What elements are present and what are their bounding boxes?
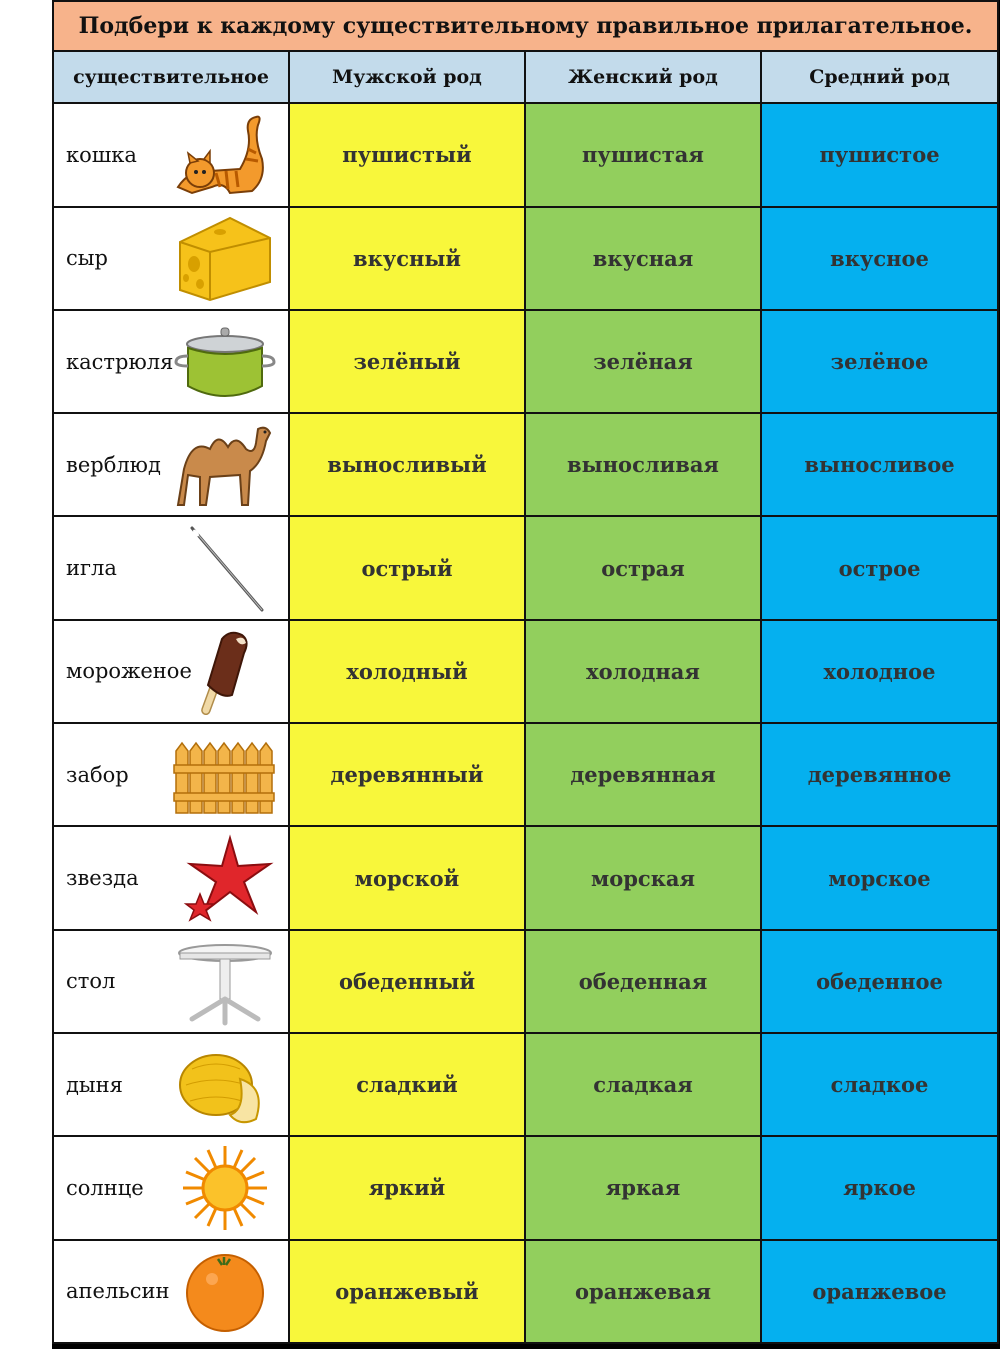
noun-cell: звезда	[52, 825, 290, 931]
masculine-adjective: обеденный	[288, 928, 526, 1034]
cheese-icon	[170, 212, 280, 304]
masculine-adjective: пушистый	[288, 102, 526, 208]
masculine-adjective: острый	[288, 515, 526, 621]
table-row: звезда морской морская морское	[52, 825, 1000, 931]
table-row: сыр вкусный вкусная вкусное	[52, 205, 1000, 311]
neuter-adjective: выносливое	[759, 412, 1000, 518]
noun-label: звезда	[66, 866, 139, 890]
fence-icon	[170, 729, 280, 821]
table-row: верблюд выносливый выносливая выносливое	[52, 412, 1000, 518]
feminine-adjective: зелёная	[524, 308, 762, 415]
header-masculine: Мужской род	[288, 50, 526, 105]
page-title: Подбери к каждому существительному прави…	[51, 0, 1000, 53]
neuter-adjective: яркое	[759, 1135, 1000, 1241]
table-row: солнце яркий яркая яркое	[52, 1135, 1000, 1241]
masculine-adjective: зелёный	[288, 308, 526, 415]
masculine-adjective: яркий	[288, 1135, 526, 1241]
noun-cell: сыр	[52, 205, 290, 311]
noun-label: сыр	[66, 246, 108, 271]
header-neuter: Средний род	[759, 50, 1000, 105]
feminine-adjective: оранжевая	[524, 1238, 762, 1345]
feminine-adjective: пушистая	[524, 102, 762, 208]
noun-label: игла	[66, 556, 117, 581]
neuter-adjective: деревянное	[759, 722, 1000, 828]
neuter-adjective: обеденное	[759, 928, 1000, 1034]
neuter-adjective: вкусное	[759, 205, 1000, 311]
feminine-adjective: острая	[524, 515, 762, 621]
neuter-adjective: оранжевое	[759, 1238, 1000, 1345]
feminine-adjective: яркая	[524, 1135, 762, 1241]
noun-cell: кошка	[52, 102, 290, 208]
masculine-adjective: оранжевый	[288, 1238, 526, 1345]
neuter-adjective: зелёное	[759, 308, 1000, 415]
masculine-adjective: деревянный	[288, 722, 526, 828]
noun-label: кошка	[66, 142, 137, 167]
noun-label: стол	[66, 969, 116, 994]
noun-cell: кастрюля	[52, 308, 290, 415]
feminine-adjective: обеденная	[524, 928, 762, 1034]
table-row: кастрюля зелёный зелёная зелёное	[52, 308, 1000, 415]
feminine-adjective: холодная	[524, 618, 762, 725]
camel-icon	[170, 419, 280, 511]
cat-icon	[170, 109, 280, 201]
noun-label: солнце	[66, 1175, 144, 1200]
noun-label: дыня	[66, 1072, 123, 1097]
noun-cell: дыня	[52, 1031, 290, 1138]
header-feminine: Женский род	[524, 50, 762, 105]
noun-cell: забор	[52, 722, 290, 828]
noun-label: кастрюля	[66, 349, 174, 374]
melon-icon	[170, 1039, 280, 1131]
table-icon	[170, 935, 280, 1027]
feminine-adjective: сладкая	[524, 1031, 762, 1138]
noun-cell: стол	[52, 928, 290, 1034]
orange-icon	[170, 1245, 280, 1337]
masculine-adjective: сладкий	[288, 1031, 526, 1138]
neuter-adjective: морское	[759, 825, 1000, 931]
neuter-adjective: холодное	[759, 618, 1000, 725]
feminine-adjective: деревянная	[524, 722, 762, 828]
feminine-adjective: вкусная	[524, 205, 762, 311]
noun-cell: апельсин	[52, 1238, 290, 1345]
starfish-icon	[170, 832, 280, 924]
noun-label: забор	[66, 762, 129, 787]
adjective-table: Подбери к каждому существительному прави…	[51, 0, 1000, 1345]
masculine-adjective: морской	[288, 825, 526, 931]
masculine-adjective: холодный	[288, 618, 526, 725]
neuter-adjective: острое	[759, 515, 1000, 621]
table-row: апельсин оранжевый оранжевая оранжевое	[52, 1238, 1000, 1345]
pot-icon	[170, 316, 280, 408]
header-noun: существительное	[52, 50, 290, 105]
neuter-adjective: пушистое	[759, 102, 1000, 208]
table-row: кошка пушистый пушистая пушистое	[52, 102, 1000, 208]
table-row: дыня сладкий сладкая сладкое	[52, 1031, 1000, 1138]
feminine-adjective: выносливая	[524, 412, 762, 518]
header-row: существительное Мужской род Женский род …	[52, 50, 1000, 105]
table-row: мороженое холодный холодная холодное	[52, 618, 1000, 725]
title-row: Подбери к каждому существительному прави…	[51, 0, 1000, 53]
left-margin	[0, 0, 52, 1349]
needle-icon	[170, 522, 280, 614]
noun-cell: мороженое	[52, 618, 290, 725]
noun-label: апельсин	[66, 1279, 170, 1304]
ice-cream-icon	[170, 625, 280, 717]
masculine-adjective: вкусный	[288, 205, 526, 311]
sun-icon	[170, 1142, 280, 1234]
table-row: забор деревянный деревянная деревянное	[52, 722, 1000, 828]
masculine-adjective: выносливый	[288, 412, 526, 518]
table-row: стол обеденный обеденная обеденное	[52, 928, 1000, 1034]
noun-cell: верблюд	[52, 412, 290, 518]
feminine-adjective: морская	[524, 825, 762, 931]
table-row: игла острый острая острое	[52, 515, 1000, 621]
noun-label: мороженое	[66, 659, 192, 684]
noun-cell: игла	[52, 515, 290, 621]
noun-cell: солнце	[52, 1135, 290, 1241]
neuter-adjective: сладкое	[759, 1031, 1000, 1138]
noun-label: верблюд	[66, 452, 161, 477]
